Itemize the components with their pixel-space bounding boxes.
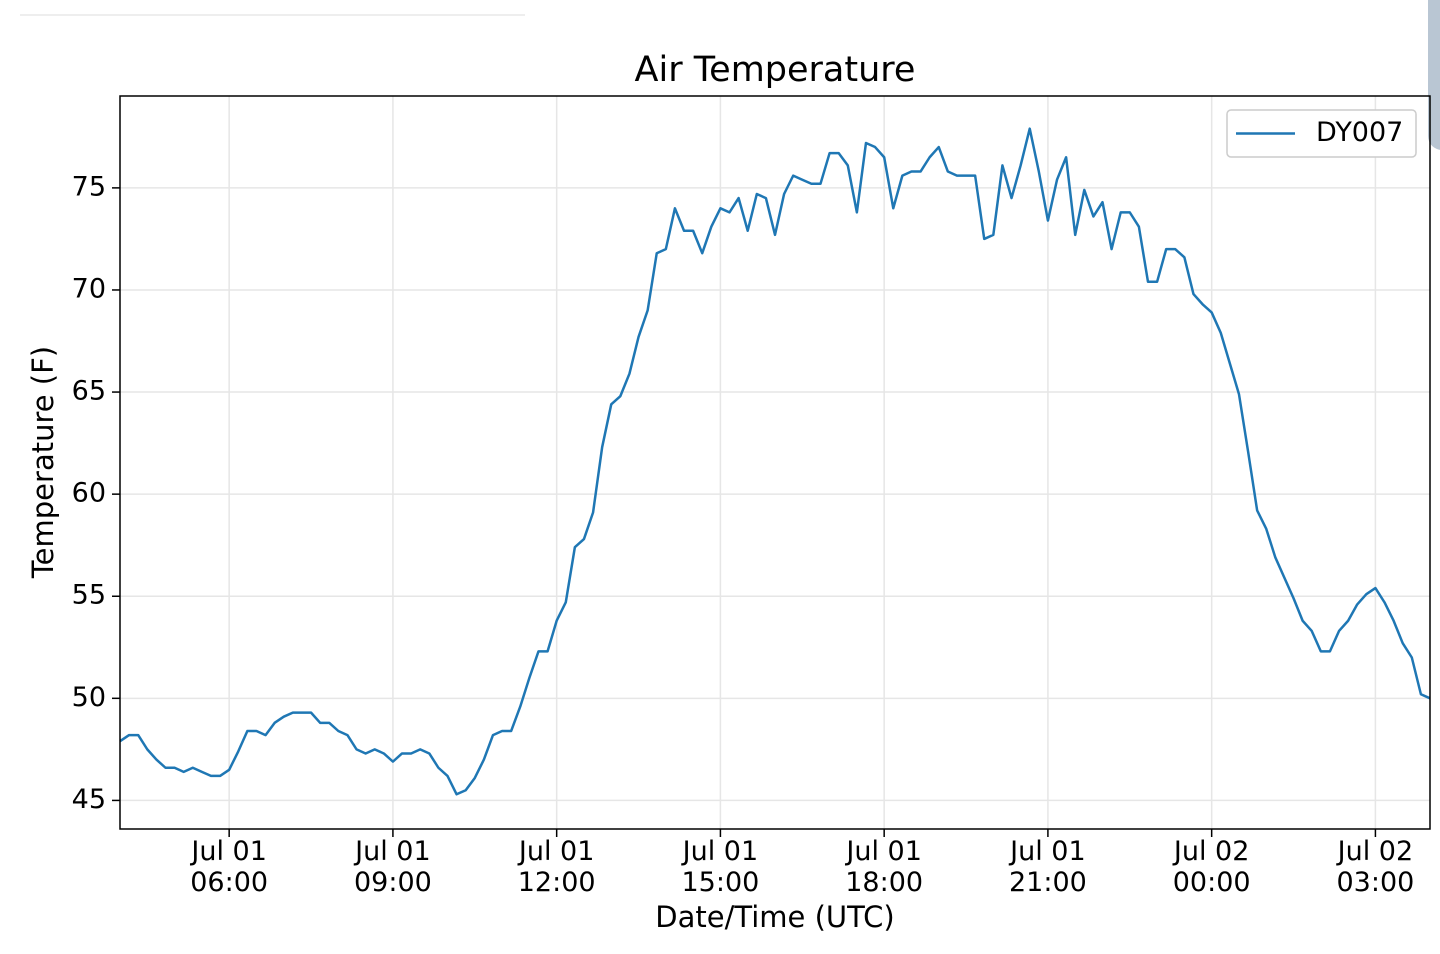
x-tick-label: Jul 01 12:00 <box>517 836 596 898</box>
x-tick-label: Jul 01 06:00 <box>190 836 269 898</box>
x-tick-label: Jul 01 18:00 <box>845 836 924 898</box>
x-tick-label: Jul 01 21:00 <box>1009 836 1087 898</box>
y-tick-label: 45 <box>72 784 106 815</box>
data-line <box>119 127 1431 796</box>
legend-label: DY007 <box>1316 117 1403 148</box>
legend-box <box>1226 109 1417 158</box>
y-tick-label: 75 <box>72 171 106 202</box>
x-tick-label: Jul 02 00:00 <box>1172 836 1251 898</box>
x-tick-label: Jul 02 03:00 <box>1336 836 1415 898</box>
x-tick-label: Jul 01 09:00 <box>354 836 432 898</box>
y-tick-label: 70 <box>72 273 106 304</box>
decoration <box>1428 0 1440 150</box>
y-tick-label: 65 <box>72 376 106 407</box>
y-axis-label: Temperature (F) <box>26 346 60 579</box>
y-tick-label: 50 <box>72 682 106 713</box>
x-tick-label: Jul 01 15:00 <box>681 836 760 898</box>
y-tick-label: 55 <box>72 580 106 611</box>
y-tick-label: 60 <box>72 478 106 509</box>
x-axis-label: Date/Time (UTC) <box>655 900 894 934</box>
plot-frame <box>119 95 1431 830</box>
chart-title: Air Temperature <box>635 50 916 90</box>
